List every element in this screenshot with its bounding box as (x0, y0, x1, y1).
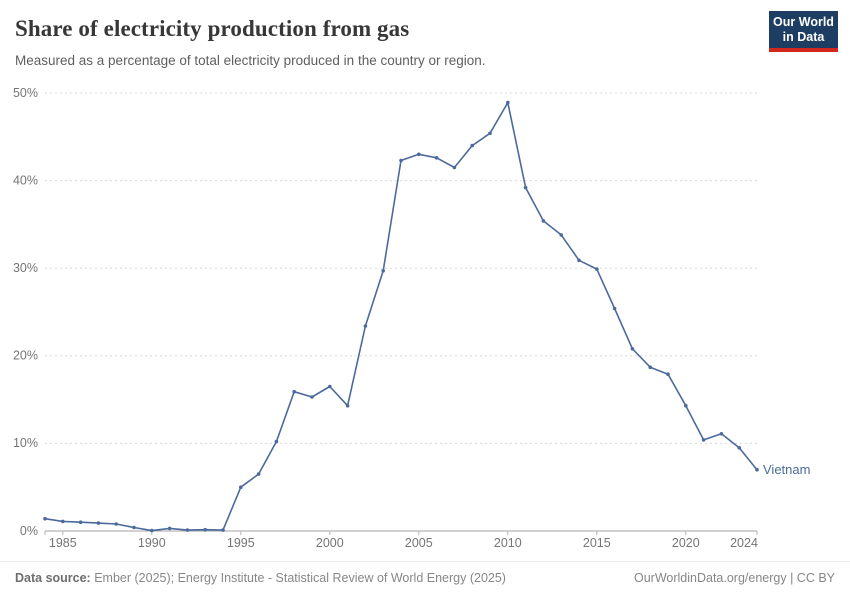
data-point[interactable] (345, 403, 350, 408)
owid-credit-link[interactable]: OurWorldinData.org/energy | CC BY (633, 571, 835, 585)
data-source-note: Data source: Ember (2025); Energy Instit… (15, 571, 506, 585)
data-point[interactable] (666, 372, 670, 377)
data-point[interactable] (399, 158, 403, 163)
x-axis-label: 2000 (316, 536, 344, 550)
data-point[interactable] (274, 439, 279, 444)
y-axis-label: 0% (20, 524, 38, 538)
data-point[interactable] (737, 446, 741, 450)
x-axis-label: 2020 (672, 536, 700, 550)
y-axis-label: 40% (13, 173, 38, 187)
data-point[interactable] (167, 526, 172, 531)
x-axis-label: 1990 (138, 536, 166, 550)
x-axis-label: 1995 (227, 536, 255, 550)
page-subtitle: Measured as a percentage of total electr… (15, 53, 486, 68)
data-point[interactable] (452, 165, 457, 170)
data-point[interactable] (43, 516, 47, 521)
data-point[interactable] (185, 528, 190, 532)
data-point[interactable] (114, 522, 118, 526)
data-point[interactable] (630, 347, 635, 351)
data-point[interactable] (132, 525, 136, 530)
series-line[interactable] (44, 101, 758, 532)
x-axis-label: 2010 (494, 536, 522, 550)
data-point[interactable] (648, 365, 652, 370)
owid-logo-line1: Our World (773, 14, 834, 29)
x-axis-label: 2024 (730, 536, 758, 550)
y-axis-label: 30% (13, 261, 38, 275)
data-source-label: Data source: (15, 571, 91, 585)
data-point[interactable] (256, 472, 261, 476)
data-point[interactable] (559, 233, 563, 237)
data-point[interactable] (221, 528, 225, 532)
y-axis-label: 50% (13, 86, 38, 100)
data-point[interactable] (523, 185, 528, 190)
y-axis-label: 20% (13, 349, 38, 363)
x-axis-label: 1985 (49, 536, 77, 550)
data-point[interactable] (310, 395, 314, 399)
data-point[interactable] (328, 384, 332, 389)
page-title: Share of electricity production from gas (15, 16, 410, 41)
data-point[interactable] (381, 269, 386, 273)
data-point[interactable] (755, 467, 759, 472)
data-point[interactable] (541, 219, 546, 223)
data-point[interactable] (417, 152, 421, 157)
data-point[interactable] (595, 267, 599, 271)
owid-logo[interactable]: Our World in Data (769, 11, 838, 52)
data-point[interactable] (61, 519, 65, 524)
data-point[interactable] (150, 528, 154, 533)
data-source-text: Ember (2025); Energy Institute - Statist… (90, 571, 506, 585)
data-point[interactable] (203, 527, 207, 532)
data-point[interactable] (470, 143, 475, 148)
data-point[interactable] (78, 520, 83, 524)
data-point[interactable] (506, 100, 510, 105)
owid-logo-line2: in Data (782, 29, 825, 44)
y-axis-label: 10% (13, 436, 38, 450)
data-point[interactable] (434, 156, 439, 160)
data-point[interactable] (577, 258, 581, 263)
data-point[interactable] (363, 324, 368, 328)
data-point[interactable] (292, 389, 297, 394)
x-axis-label: 2015 (583, 536, 611, 550)
data-point[interactable] (488, 131, 492, 136)
data-point[interactable] (612, 306, 617, 311)
data-point[interactable] (684, 403, 688, 408)
chart-footer: Data source: Ember (2025); Energy Instit… (0, 561, 850, 600)
data-point[interactable] (701, 438, 706, 442)
data-point[interactable] (239, 485, 243, 490)
data-point[interactable] (96, 521, 101, 525)
data-point[interactable] (719, 432, 724, 436)
x-axis-label: 2005 (405, 536, 433, 550)
entity-label: Vietnam (763, 462, 810, 477)
